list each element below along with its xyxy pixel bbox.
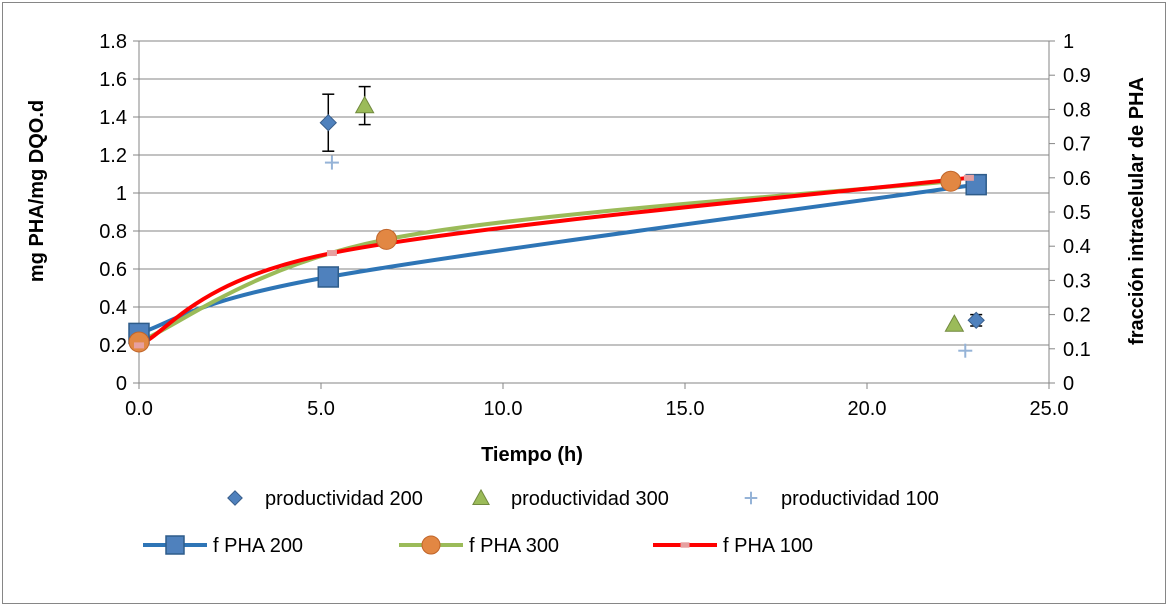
series-line (137, 182, 979, 336)
legend-label: f PHA 200 (213, 535, 303, 557)
y2-axis-title: fracción intracelular de PHA (1126, 77, 1148, 345)
legend-marker (744, 491, 758, 505)
legend-item: productividad 100 (744, 488, 939, 510)
data-point (326, 250, 337, 257)
y-tick-label: 1.2 (99, 145, 127, 167)
y2-tick-label: 0 (1063, 373, 1074, 395)
y2-tick-label: 1 (1063, 31, 1074, 53)
data-point (354, 95, 375, 114)
axes-layer (133, 40, 1055, 389)
x-tick-label: 0.0 (125, 398, 153, 420)
data-point (324, 155, 339, 170)
y-tick-label: 0.8 (99, 221, 127, 243)
data-point (317, 266, 340, 288)
y-tick-label: 0.4 (99, 297, 127, 319)
x-tick-label: 15.0 (666, 398, 705, 420)
x-tick-label: 5.0 (307, 398, 335, 420)
y-tick-label: 1.4 (99, 107, 127, 129)
data-point (319, 113, 337, 132)
y-tick-label: 1 (116, 183, 127, 205)
legend-label: productividad 300 (511, 488, 669, 510)
legend-item: productividad 300 (472, 488, 669, 510)
legend-item: f PHA 100 (653, 535, 813, 557)
y-tick-label: 0 (116, 373, 127, 395)
y-tick-label: 0.6 (99, 259, 127, 281)
legend-label: f PHA 300 (469, 535, 559, 557)
y-tick-label: 0.2 (99, 335, 127, 357)
legend-marker (472, 488, 490, 505)
grid-layer (139, 40, 1049, 346)
data-point (128, 331, 150, 353)
data-point (944, 314, 965, 332)
data-point (134, 342, 144, 349)
data-point (967, 311, 985, 330)
y2-tick-label: 0.7 (1063, 134, 1091, 156)
data-point (958, 343, 973, 358)
legend-label: productividad 200 (265, 488, 423, 510)
y2-tick-label: 0.4 (1063, 236, 1091, 258)
y2-tick-label: 0.6 (1063, 168, 1091, 190)
chart: 0 0.2 0.4 0.6 0.8 1 1.2 1.4 1.6 1.8 0 0.1 0.2 0.3 0.4 0… (26, 31, 1148, 557)
legend-item: f PHA 300 (399, 535, 559, 557)
series-markers (128, 95, 987, 358)
tick-labels: 0 0.2 0.4 0.6 0.8 1 1.2 1.4 1.6 1.8 0 0.1 0.2 0.3 0.4 0… (99, 31, 1091, 420)
y-tick-label: 1.6 (99, 69, 127, 91)
legend-marker (421, 535, 441, 555)
legend-marker (680, 542, 690, 548)
data-point (940, 170, 962, 192)
x-tick-label: 10.0 (484, 398, 523, 420)
series-line (137, 175, 971, 348)
legend-label: f PHA 100 (723, 535, 813, 557)
x-tick-label: 25.0 (1030, 398, 1069, 420)
x-axis-title: Tiempo (h) (481, 444, 583, 466)
legend-item: f PHA 200 (143, 535, 303, 557)
x-tick-label: 20.0 (848, 398, 887, 420)
y2-tick-label: 0.1 (1063, 339, 1091, 361)
y2-tick-label: 0.5 (1063, 202, 1091, 224)
legend-label: productividad 100 (781, 488, 939, 510)
y2-tick-label: 0.8 (1063, 99, 1091, 121)
legend-item: productividad 200 (227, 488, 423, 510)
legend: productividad 200 productividad 300 produc… (143, 488, 939, 557)
series-lines (137, 175, 979, 348)
y-tick-label: 1.8 (99, 31, 127, 53)
y2-tick-label: 0.9 (1063, 65, 1091, 87)
data-point (376, 228, 398, 250)
y-axis-title: mg PHA/mg DQO.d (26, 100, 48, 282)
data-point (963, 174, 974, 181)
legend-marker (165, 535, 185, 555)
y2-tick-label: 0.3 (1063, 270, 1091, 292)
y2-tick-label: 0.2 (1063, 305, 1091, 327)
legend-marker (227, 490, 243, 506)
